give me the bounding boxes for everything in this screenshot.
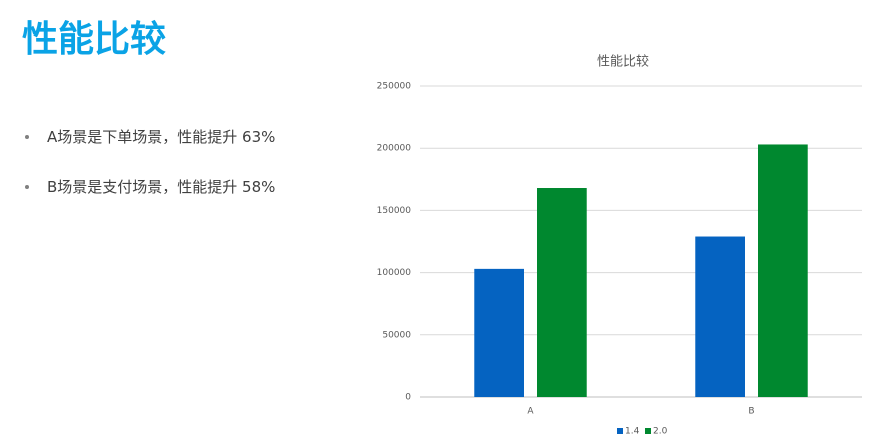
y-tick-label: 0 [405,393,411,403]
y-tick-label: 100000 [377,268,412,278]
bullet: B场景是支付场景，性能提升 58% [22,176,275,226]
bullet-list: A场景是下单场景，性能提升 63% B场景是支付场景，性能提升 58% [22,126,275,226]
bar [537,188,587,397]
x-tick-label: B [748,407,754,417]
legend-label: 2.0 [653,427,668,437]
y-tick-label: 200000 [377,144,412,154]
bullet: A场景是下单场景，性能提升 63% [22,126,275,176]
page-title: 性能比较 [22,19,167,60]
bar [695,236,745,397]
y-tick-label: 150000 [377,206,412,216]
legend-swatch [617,428,623,434]
y-tick-label: 50000 [382,330,411,340]
legend-label: 1.4 [625,427,640,437]
legend-swatch [645,428,651,434]
y-tick-label: 250000 [377,82,412,92]
bar [758,144,808,397]
chart-title: 性能比较 [597,55,649,70]
bar [474,268,524,397]
x-tick-label: A [527,407,534,417]
